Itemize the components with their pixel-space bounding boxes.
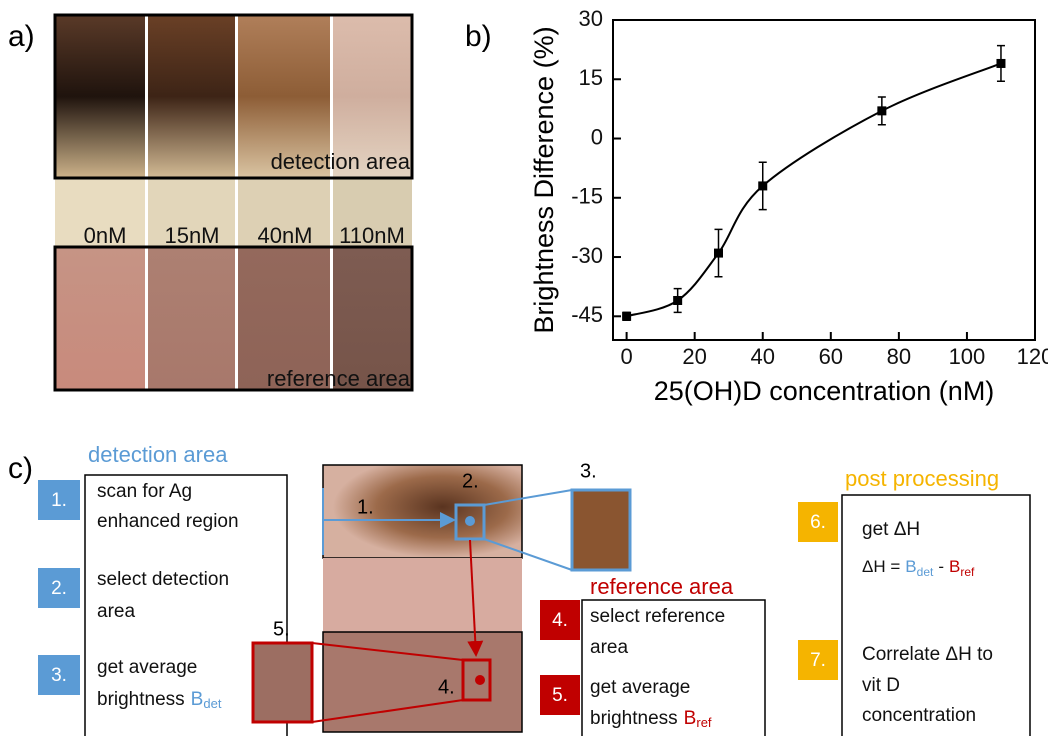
- image-label: 1.: [357, 496, 374, 518]
- step-text: get average: [590, 677, 690, 698]
- step-badge: [38, 655, 80, 695]
- y-axis-label: Brightness Difference (%): [529, 26, 559, 333]
- y-tick-label: -30: [571, 243, 603, 268]
- step-badge: [38, 480, 80, 520]
- step-number: 1.: [51, 490, 67, 511]
- x-tick-label: 60: [819, 344, 843, 369]
- image-label: 4.: [438, 676, 455, 698]
- step-text: brightness Bdet: [97, 689, 222, 711]
- photo-strips: [53, 13, 414, 392]
- step-text: scan for Ag: [97, 481, 192, 502]
- step-text: enhanced region: [97, 511, 239, 532]
- step-text: concentration: [862, 705, 976, 726]
- concentration-label: 0nM: [84, 223, 127, 248]
- step-badge: [540, 600, 580, 640]
- y-tick-label: 30: [579, 6, 603, 31]
- roi-dot: [465, 516, 475, 526]
- step-text: brightness Bref: [590, 708, 712, 730]
- zoom-line: [483, 489, 573, 506]
- zoom-box: [251, 641, 314, 724]
- step-box: [84, 474, 288, 736]
- step-number: 6.: [810, 512, 826, 533]
- formula-part: B: [905, 557, 916, 576]
- subscript: ref: [696, 715, 712, 730]
- x-tick-label: 100: [949, 344, 986, 369]
- x-tick-label: 80: [887, 344, 911, 369]
- data-point: [714, 248, 723, 258]
- symbol: B: [191, 689, 204, 710]
- section-title: reference area: [590, 574, 734, 599]
- step-number: 3.: [51, 665, 67, 686]
- step-number: 7.: [810, 650, 826, 671]
- data-point: [877, 106, 887, 116]
- section-title: post processing: [845, 466, 999, 491]
- step-text: Correlate ΔH to: [862, 644, 993, 665]
- y-tick-label: -45: [571, 302, 603, 327]
- concentration-label: 40nM: [257, 223, 312, 248]
- area-label: reference area: [267, 366, 411, 391]
- formula: ΔH = Bdet - Bref: [862, 557, 975, 579]
- step-text: area: [97, 601, 135, 622]
- image-label: 3.: [580, 460, 597, 482]
- step-number: 2.: [51, 578, 67, 599]
- x-tick-label: 0: [620, 344, 632, 369]
- formula-part: ref: [960, 565, 975, 579]
- image-label: 2.: [462, 470, 479, 492]
- plot-frame: [612, 19, 1036, 341]
- panel-label: b): [465, 20, 492, 53]
- arrow: [467, 539, 484, 657]
- x-tick-label: 120: [1017, 344, 1048, 369]
- symbol: B: [684, 708, 697, 729]
- section-title: detection area: [88, 442, 228, 467]
- sample-image: [322, 464, 523, 733]
- formula-part: -: [938, 557, 944, 576]
- formula-part: B: [949, 557, 960, 576]
- zoom-box: [570, 488, 632, 572]
- step-badge: [798, 502, 838, 542]
- y-tick-label: -15: [571, 184, 603, 209]
- step-number: 4.: [552, 610, 568, 631]
- data-point: [622, 311, 632, 321]
- formula-part: det: [917, 565, 934, 579]
- roi-box: [461, 658, 492, 702]
- step-text: brightness: [97, 689, 185, 710]
- panel-label: a): [8, 20, 35, 53]
- x-tick-label: 40: [750, 344, 774, 369]
- data-point: [758, 181, 768, 191]
- zoom-line: [311, 699, 464, 723]
- step-number: 5.: [552, 685, 568, 706]
- step-text: brightness: [590, 708, 678, 729]
- formula-part: ΔH =: [862, 557, 900, 576]
- zoom-line: [311, 642, 464, 661]
- step-text: vit D: [862, 675, 900, 696]
- fit-curve: [626, 62, 1002, 318]
- step-badge: [798, 640, 838, 680]
- y-tick-label: 0: [591, 124, 603, 149]
- step-box: [841, 494, 1031, 736]
- image-label: 5.: [273, 618, 290, 640]
- step-text: get average: [97, 657, 197, 678]
- concentration-label: 15nM: [164, 223, 219, 248]
- step-text: get ΔH: [862, 519, 920, 540]
- chart: -45 -30 -15 0 15 30 0 20 40 60 80 100 120 25(OH)D con…: [529, 6, 1048, 406]
- step-badge: [540, 675, 580, 715]
- step-text: area: [590, 637, 628, 658]
- roi-dot: [475, 675, 485, 685]
- area-label: detection area: [271, 149, 411, 174]
- roi-box: [454, 503, 486, 541]
- step-box: [581, 599, 766, 736]
- step-text: select reference: [590, 606, 725, 627]
- zoom-line: [483, 538, 573, 571]
- panel-label: c): [8, 452, 33, 485]
- y-tick-label: 15: [579, 65, 603, 90]
- step-text: select detection: [97, 569, 229, 590]
- concentration-label: 110nM: [339, 223, 405, 248]
- step-badge: [38, 568, 80, 608]
- subscript: det: [203, 696, 221, 711]
- data-point: [673, 295, 683, 305]
- x-axis-label: 25(OH)D concentration (nM): [654, 376, 995, 406]
- data-point: [996, 58, 1006, 68]
- x-tick-label: 20: [682, 344, 706, 369]
